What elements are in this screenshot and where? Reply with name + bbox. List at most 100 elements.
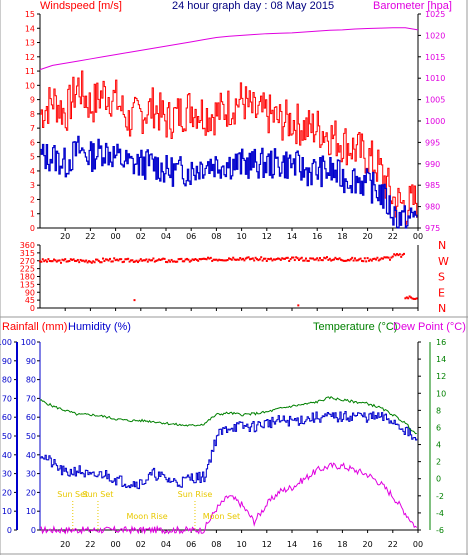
direction-point xyxy=(306,259,309,262)
direction-point xyxy=(348,259,351,262)
x-tick-label-top: 00 xyxy=(111,232,121,241)
temp-y-tick-label: -2 xyxy=(436,492,444,501)
direction-point xyxy=(327,258,330,261)
direction-point xyxy=(239,257,242,260)
direction-point xyxy=(179,258,181,261)
direction-point xyxy=(201,257,204,260)
direction-point xyxy=(71,258,74,261)
dir-y-tick-label: 180 xyxy=(20,273,35,282)
direction-point xyxy=(155,259,158,262)
direction-point xyxy=(299,257,302,260)
direction-point xyxy=(68,260,71,263)
direction-point xyxy=(284,257,286,260)
direction-point xyxy=(274,258,277,261)
direction-point xyxy=(184,258,187,261)
direction-point xyxy=(324,257,327,260)
direction-point xyxy=(190,259,193,262)
x-tick-label-bottom: 22 xyxy=(85,540,95,549)
direction-point xyxy=(197,259,200,262)
direction-point xyxy=(246,256,249,259)
direction-point xyxy=(47,258,50,261)
rainfall-title: Rainfall (mm) xyxy=(2,321,67,333)
direction-point xyxy=(124,258,127,261)
direction-point xyxy=(202,257,205,260)
direction-point xyxy=(62,259,65,262)
direction-point xyxy=(270,257,272,260)
direction-point xyxy=(230,258,233,261)
direction-point xyxy=(361,259,363,262)
direction-point xyxy=(76,258,79,261)
humidity-title: Humidity (%) xyxy=(68,321,131,333)
baro-y-tick-label: 1010 xyxy=(425,74,445,83)
direction-point xyxy=(110,260,113,263)
barometer-line xyxy=(39,27,419,71)
direction-point xyxy=(75,260,78,263)
direction-point xyxy=(229,257,232,260)
direction-point xyxy=(415,297,418,300)
hum-y-tick-label: 20 xyxy=(26,488,36,497)
direction-point xyxy=(275,258,278,261)
direction-point xyxy=(289,258,292,261)
x-tick-label-top: 14 xyxy=(287,232,297,241)
wind-y-tick-label: 4 xyxy=(30,167,35,176)
direction-point xyxy=(123,260,125,263)
direction-point xyxy=(250,257,253,260)
direction-point xyxy=(334,256,337,259)
wind-y-tick-label: 2 xyxy=(30,195,35,204)
direction-point xyxy=(256,258,258,261)
direction-point xyxy=(82,259,85,262)
direction-point xyxy=(173,260,176,263)
x-tick-label-top: 08 xyxy=(211,232,221,241)
temp-y-tick-label: -4 xyxy=(436,509,444,518)
wind-y-tick-label: 15 xyxy=(25,10,35,19)
x-tick-label-top: 06 xyxy=(186,232,196,241)
direction-point xyxy=(51,260,54,263)
direction-point xyxy=(86,261,89,264)
direction-point xyxy=(382,257,384,260)
rain-y-tick-label: 60 xyxy=(2,413,12,422)
temp-y-tick-label: 8 xyxy=(436,406,441,415)
baro-y-tick-label: 995 xyxy=(425,138,440,147)
direction-point xyxy=(215,258,218,261)
direction-point xyxy=(320,259,323,262)
direction-point xyxy=(103,260,106,263)
direction-point xyxy=(414,297,417,300)
direction-point xyxy=(303,259,306,262)
direction-point xyxy=(264,257,267,260)
direction-point xyxy=(142,259,145,262)
direction-point xyxy=(333,258,335,261)
direction-point xyxy=(81,259,83,262)
direction-point xyxy=(99,261,102,264)
temp-y-tick-label: 16 xyxy=(436,338,446,347)
hum-y-tick-label: 80 xyxy=(26,376,36,385)
dir-y-tick-label: 45 xyxy=(25,296,35,305)
wind-y-tick-label: 0 xyxy=(30,224,35,233)
direction-point xyxy=(410,296,412,299)
direction-point xyxy=(85,259,88,262)
direction-point xyxy=(297,304,300,307)
x-tick-label-top: 12 xyxy=(262,232,272,241)
x-tick-label-top: 00 xyxy=(413,232,423,241)
direction-point xyxy=(163,257,166,260)
direction-point xyxy=(323,256,326,259)
direction-point xyxy=(340,258,342,261)
direction-point xyxy=(408,295,411,298)
direction-point xyxy=(244,257,247,260)
direction-point xyxy=(377,259,380,262)
temp-y-tick-label: -6 xyxy=(436,526,444,535)
direction-point xyxy=(258,258,261,261)
baro-y-tick-label: 1000 xyxy=(425,117,445,126)
baro-y-tick-label: 985 xyxy=(425,181,440,190)
x-tick-label-top: 20 xyxy=(60,232,70,241)
direction-point xyxy=(240,258,243,261)
direction-point xyxy=(138,259,141,262)
direction-point xyxy=(223,259,226,262)
hum-y-tick-label: 40 xyxy=(26,451,36,460)
direction-point xyxy=(307,259,310,262)
direction-point xyxy=(67,260,69,263)
temp-y-tick-label: 14 xyxy=(436,355,446,364)
x-tick-label-bottom: 22 xyxy=(388,540,398,549)
direction-point xyxy=(152,257,155,260)
direction-point xyxy=(293,259,296,262)
wind-y-tick-label: 13 xyxy=(25,39,35,48)
